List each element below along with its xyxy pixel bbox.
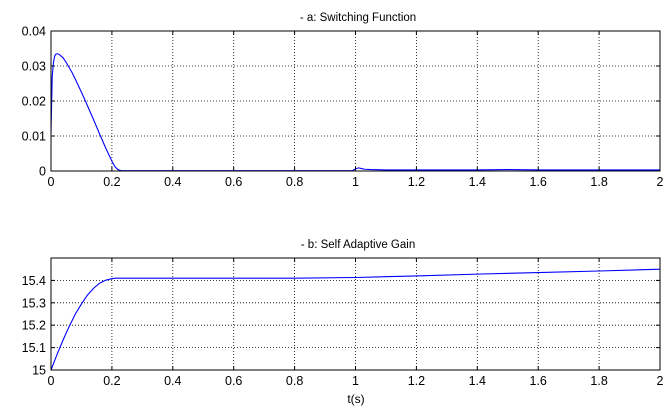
switching-function-series xyxy=(50,53,660,172)
self-adaptive-gain-series xyxy=(50,268,661,371)
switching-function-y-ticks: 0 0.01 0.02 0.03 0.04 xyxy=(22,25,660,179)
switching-function-x-tick-label: 2 xyxy=(657,175,664,189)
self-adaptive-gain-y-tick-label: 15.2 xyxy=(22,319,46,333)
self-adaptive-gain-panel: - b: Self Adaptive Gain 0 0.2 0.4 0.6 0.8 1 1.… xyxy=(22,239,664,406)
self-adaptive-gain-x-ticks: 0 0.2 0.4 0.6 0.8 1 1.2 1.4 1.6 1.8 2 xyxy=(48,258,664,388)
switching-function-x-tick-label: 0 xyxy=(48,175,55,189)
switching-function-x-tick-label: 1 xyxy=(352,175,359,189)
self-adaptive-gain-y-tick-label: 15 xyxy=(32,364,46,378)
self-adaptive-gain-x-tick-label: 0 xyxy=(48,374,55,388)
switching-function-grid xyxy=(51,31,660,171)
switching-function-y-tick-label: 0.04 xyxy=(22,25,46,39)
self-adaptive-gain-y-tick-label: 15.4 xyxy=(22,274,46,288)
self-adaptive-gain-x-tick-label: 0.6 xyxy=(225,374,242,388)
switching-function-y-tick-label: 0.02 xyxy=(22,95,46,109)
switching-function-x-tick-label: 1.2 xyxy=(408,175,425,189)
self-adaptive-gain-y-ticks: 15 15.1 15.2 15.3 15.4 xyxy=(22,274,660,378)
switching-function-x-tick-label: 1.4 xyxy=(469,175,486,189)
self-adaptive-gain-x-tick-label: 1.4 xyxy=(469,374,486,388)
switching-function-x-tick-label: 0.6 xyxy=(225,175,242,189)
self-adaptive-gain-x-tick-label: 2 xyxy=(657,374,664,388)
switching-function-y-tick-label: 0.01 xyxy=(22,130,46,144)
switching-function-y-tick-label: 0 xyxy=(39,165,46,179)
switching-function-line xyxy=(50,53,660,172)
switching-function-x-tick-label: 0.2 xyxy=(103,175,120,189)
self-adaptive-gain-plot-area xyxy=(51,258,660,370)
self-adaptive-gain-x-tick-label: 0.4 xyxy=(164,374,181,388)
switching-function-x-tick-label: 1.8 xyxy=(590,175,607,189)
switching-function-x-tick-label: 0.4 xyxy=(164,175,181,189)
self-adaptive-gain-x-tick-label: 0.2 xyxy=(103,374,120,388)
x-axis-label: t(s) xyxy=(347,392,364,406)
self-adaptive-gain-x-tick-label: 1 xyxy=(352,374,359,388)
self-adaptive-gain-x-tick-label: 1.8 xyxy=(590,374,607,388)
self-adaptive-gain-y-tick-label: 15.3 xyxy=(22,296,46,310)
self-adaptive-gain-title: - b: Self Adaptive Gain xyxy=(301,239,415,251)
switching-function-panel: - a: Switching Function 0 0.2 0.4 0.6 0.8 1 1.… xyxy=(22,12,664,189)
switching-function-x-tick-label: 1.6 xyxy=(530,175,547,189)
switching-function-x-ticks: 0 0.2 0.4 0.6 0.8 1 1.2 1.4 1.6 1.8 2 xyxy=(48,31,664,189)
self-adaptive-gain-x-tick-label: 0.8 xyxy=(286,374,303,388)
self-adaptive-gain-x-tick-label: 1.2 xyxy=(408,374,425,388)
switching-function-y-tick-label: 0.03 xyxy=(22,60,46,74)
switching-function-title: - a: Switching Function xyxy=(300,12,416,24)
switching-function-x-tick-label: 0.8 xyxy=(286,175,303,189)
self-adaptive-gain-grid xyxy=(51,258,660,370)
self-adaptive-gain-x-tick-label: 1.6 xyxy=(530,374,547,388)
self-adaptive-gain-line xyxy=(50,268,661,371)
self-adaptive-gain-y-tick-label: 15.1 xyxy=(22,341,46,355)
